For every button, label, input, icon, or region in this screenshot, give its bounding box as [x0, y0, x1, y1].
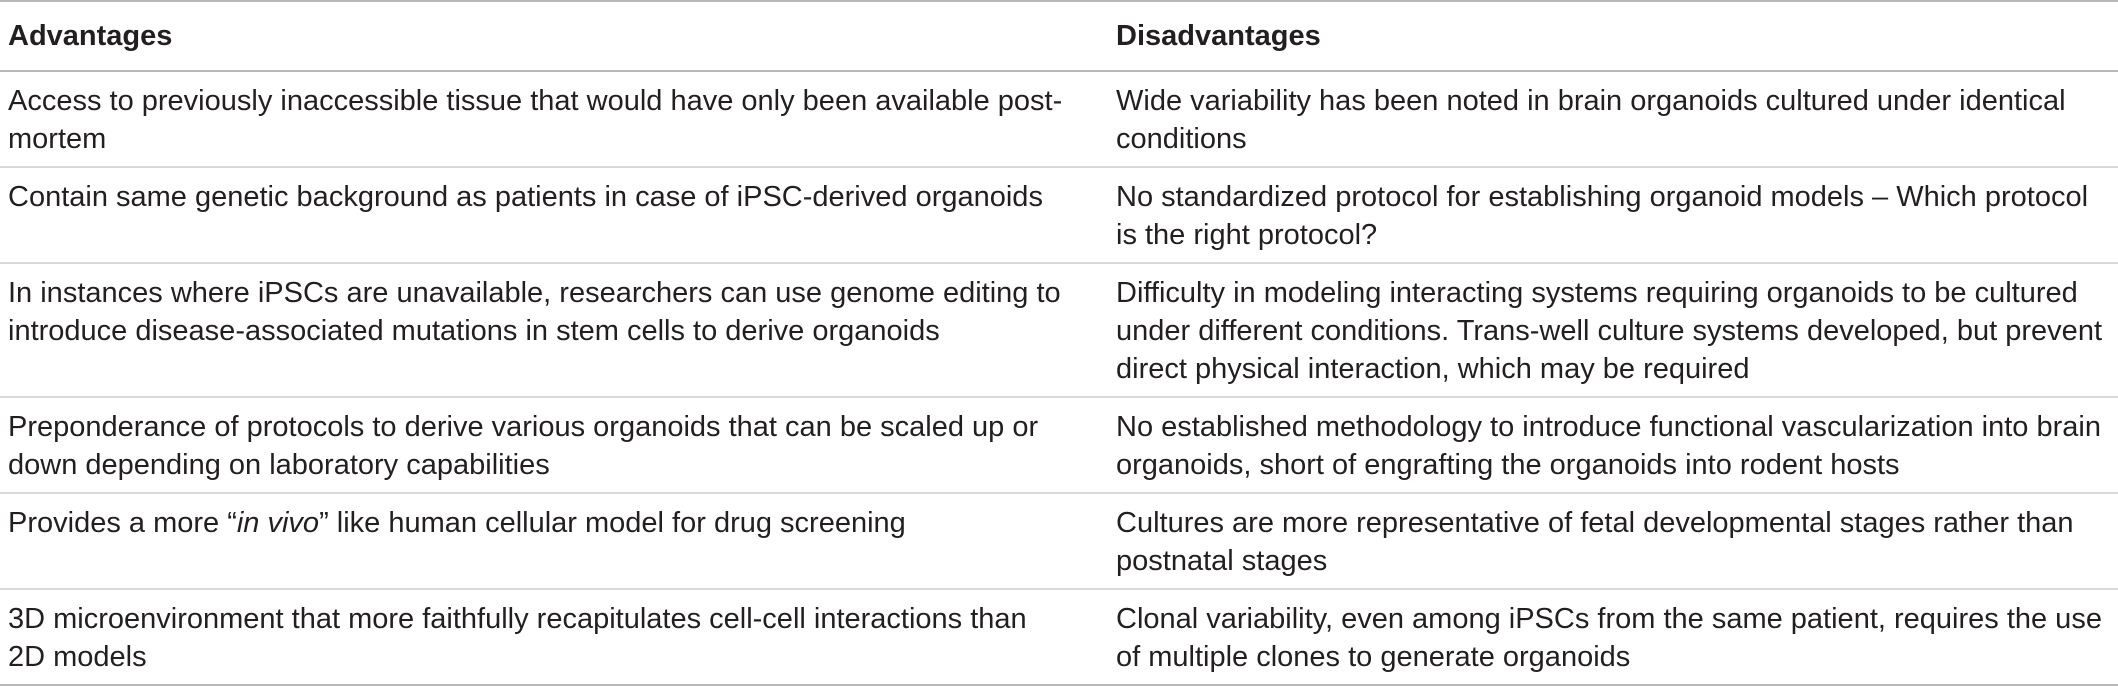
advantage-text-italic: in vivo	[236, 507, 320, 539]
header-advantages: Advantages	[8, 19, 173, 52]
table-row: Provides a more “in vivo” like human cel…	[0, 493, 2118, 589]
table-row: Contain same genetic background as patie…	[0, 167, 2118, 263]
advantage-text-after: ” like human cellular model for drug scr…	[319, 507, 906, 539]
disadvantage-cell: Clonal variability, even among iPSCs fro…	[1116, 603, 2102, 673]
advantage-cell: Preponderance of protocols to derive var…	[8, 411, 1039, 481]
table-row: 3D microenvironment that more faithfully…	[0, 589, 2118, 685]
advantage-cell: Access to previously inaccessible tissue…	[8, 85, 1063, 155]
disadvantage-cell: No established methodology to introduce …	[1116, 411, 2101, 481]
advantage-cell: Contain same genetic background as patie…	[8, 181, 1043, 213]
disadvantage-cell: Wide variability has been noted in brain…	[1116, 85, 2066, 155]
table-row: In instances where iPSCs are unavailable…	[0, 263, 2118, 397]
advantage-text-before: Provides a more “	[8, 507, 237, 539]
advantage-cell: Provides a more “in vivo” like human cel…	[0, 493, 1110, 589]
table-header: Advantages Disadvantages	[0, 1, 2118, 71]
table-row: Access to previously inaccessible tissue…	[0, 71, 2118, 167]
disadvantage-cell: Cultures are more representative of feta…	[1116, 507, 2074, 577]
advantage-cell: In instances where iPSCs are unavailable…	[8, 277, 1061, 347]
header-row: Advantages Disadvantages	[0, 1, 2118, 71]
table-row: Preponderance of protocols to derive var…	[0, 397, 2118, 493]
disadvantage-cell: No standardized protocol for establishin…	[1116, 181, 2089, 251]
advantage-cell: 3D microenvironment that more faithfully…	[8, 603, 1027, 673]
table-body: Access to previously inaccessible tissue…	[0, 71, 2118, 685]
disadvantage-cell: Difficulty in modeling interacting syste…	[1116, 277, 2102, 385]
header-disadvantages: Disadvantages	[1116, 19, 1321, 52]
